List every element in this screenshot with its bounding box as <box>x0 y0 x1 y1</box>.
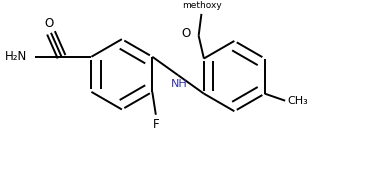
Text: CH₃: CH₃ <box>287 96 308 106</box>
Text: H₂N: H₂N <box>5 50 28 63</box>
Text: methoxy: methoxy <box>182 1 222 10</box>
Text: O: O <box>45 17 54 30</box>
Text: O: O <box>182 27 191 40</box>
Text: NH: NH <box>170 79 187 89</box>
Text: F: F <box>153 118 160 131</box>
